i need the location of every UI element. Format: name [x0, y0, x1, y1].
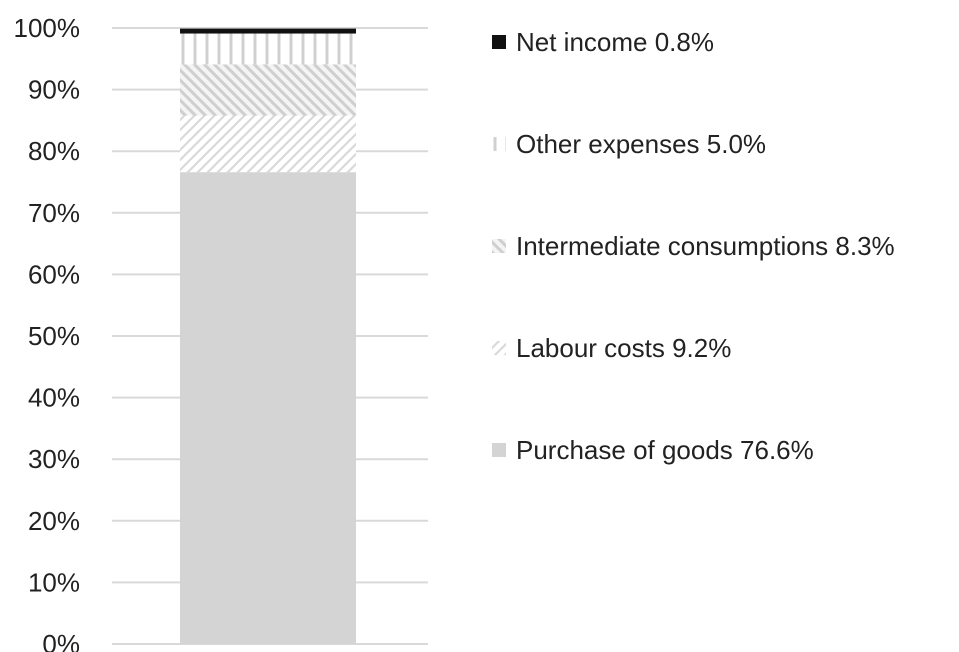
bar-segment-net: [180, 28, 356, 34]
bar-segment-other: [180, 33, 356, 65]
bar-segment-labour: [180, 115, 356, 173]
legend-label-labour: Labour costs 9.2%: [516, 333, 731, 363]
y-tick-label: 50%: [28, 321, 80, 351]
legend-label-purchase: Purchase of goods 76.6%: [516, 435, 814, 465]
y-tick-label: 30%: [28, 444, 80, 474]
legend-swatch-purchase: [492, 443, 506, 457]
y-axis: 0% 10% 20% 30% 40% 50% 60% 70% 80% 90% 100%: [14, 13, 81, 652]
legend-swatch-intermediate: [492, 239, 506, 253]
y-tick-label: 90%: [28, 75, 80, 105]
y-tick-label: 20%: [28, 506, 80, 536]
y-tick-label: 60%: [28, 259, 80, 289]
y-tick-label: 0%: [42, 629, 80, 652]
y-tick-label: 10%: [28, 567, 80, 597]
legend-label-intermediate: Intermediate consumptions 8.3%: [516, 231, 895, 261]
legend-swatch-other: [492, 137, 506, 151]
legend-swatch-labour: [492, 341, 506, 355]
y-tick-label: 100%: [14, 13, 81, 43]
legend-label-other: Other expenses 5.0%: [516, 129, 766, 159]
legend-swatch-net: [492, 35, 506, 49]
legend: Net income 0.8% Other expenses 5.0% Interm…: [492, 27, 895, 465]
y-tick-label: 70%: [28, 198, 80, 228]
y-tick-label: 40%: [28, 383, 80, 413]
bar-segment-intermediate: [180, 64, 356, 116]
y-tick-label: 80%: [28, 136, 80, 166]
legend-label-net: Net income 0.8%: [516, 27, 714, 57]
bar-segment-purchase: [180, 172, 356, 645]
bar-layer: [180, 28, 356, 645]
